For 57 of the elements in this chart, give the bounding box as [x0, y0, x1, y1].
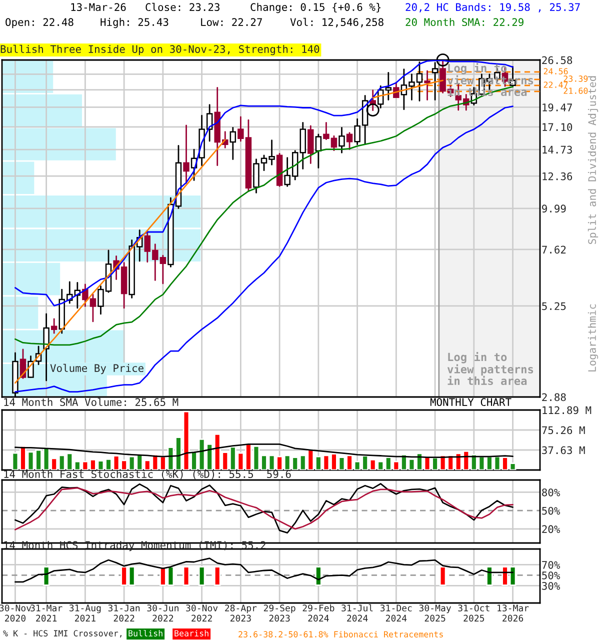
ref-line-label: 22.47 [544, 82, 568, 88]
y-tick-label: 80% [542, 488, 560, 496]
text: High: 25.43 [100, 18, 168, 28]
x-tick-label: 31-Jul 2024 [342, 604, 373, 622]
x-tick-label: 13-Mar 2026 [498, 604, 529, 622]
text: Logarithmic [588, 304, 598, 372]
x-tick-label: 30-May 2025 [419, 604, 451, 622]
x-tick-label: 31-Aug 2021 [69, 604, 101, 622]
chart-title: 14 Month SMA Volume: 25.65 M [4, 398, 178, 406]
y-tick-label: 14.73 [542, 146, 572, 154]
text: Vol: 12,546,258 [290, 18, 384, 28]
text: 23.6-38.2-50-61.8% Fibonacci Retracements [238, 630, 443, 638]
text: 13-Mar-26 [71, 3, 126, 12]
ref-line-label: 21.60 [564, 88, 588, 94]
text: Bearish [174, 630, 208, 636]
y-tick-label: 17.10 [542, 123, 572, 132]
ref-line-label: 23.39 [564, 76, 588, 82]
y-tick-label: 9.99 [542, 204, 566, 213]
y-tick-label: 2.88 [542, 393, 566, 402]
text: Close: 23.23 [146, 2, 220, 12]
text: Open: 22.48 [6, 18, 74, 28]
chart-title: 14 Month Fast Stochastic (%K) (%D): 55.5 59.6 [4, 470, 291, 480]
ref-line-label: 24.56 [544, 68, 568, 74]
y-tick-label: 20% [542, 525, 560, 534]
y-tick-label: 30% [542, 582, 560, 590]
x-tick-label: 31-Mar 2021 [30, 604, 62, 622]
x-tick-label: 31-Dec 2024 [380, 604, 412, 622]
text: Volume By Price [50, 364, 144, 374]
x-tick-label: 29-Sep 2023 [264, 604, 296, 622]
text: Bullish [128, 630, 162, 636]
text: Low: 22.27 [201, 18, 262, 26]
text: 20,2 HC Bands: 19.58 , 25.37 [406, 2, 580, 12]
x-tick-label: 30-Nov 2022 [186, 604, 218, 622]
y-tick-label: 12.36 [542, 172, 572, 180]
y-tick-label: 7.62 [542, 246, 566, 254]
x-tick-label: 30-Jun 2022 [147, 604, 178, 622]
y-tick-label: 50% [542, 571, 560, 580]
text: Change: 0.15 {+0.6 %} [250, 2, 381, 14]
annotation: Log in to view patterns in this area [447, 352, 534, 386]
y-tick-label: 75.26 M [542, 426, 585, 434]
y-tick-label: 19.47 [542, 103, 572, 112]
y-axis-title: Split and Dividend Adjusted [588, 76, 598, 244]
y-tick-label: 26.58 [542, 56, 572, 64]
text: 20 Month SMA: 22.29 [406, 18, 524, 26]
x-tick-label: 30-Nov 2020 [0, 604, 32, 622]
chart-title: Bullish Three Inside Up on 30-Nov-23, Strength: 140 [0, 44, 320, 56]
y-tick-label: 5.25 [542, 302, 566, 310]
x-tick-label: 31-Oct 2025 [458, 604, 490, 622]
legend-title: % K - HCS IMI Crossover, [3, 630, 122, 638]
y-tick-label: 112.89 M [542, 406, 592, 414]
text: MONTHLY CHART [430, 398, 512, 406]
x-tick-label: 29-Feb 2024 [302, 604, 334, 622]
x-tick-label: 28-Apr 2023 [225, 604, 257, 622]
y-tick-label: 37.63 M [542, 446, 585, 454]
y-tick-label: 50% [542, 506, 560, 515]
y-tick-label: 70% [542, 560, 560, 569]
x-tick-label: 31-Jan 2022 [108, 604, 140, 622]
